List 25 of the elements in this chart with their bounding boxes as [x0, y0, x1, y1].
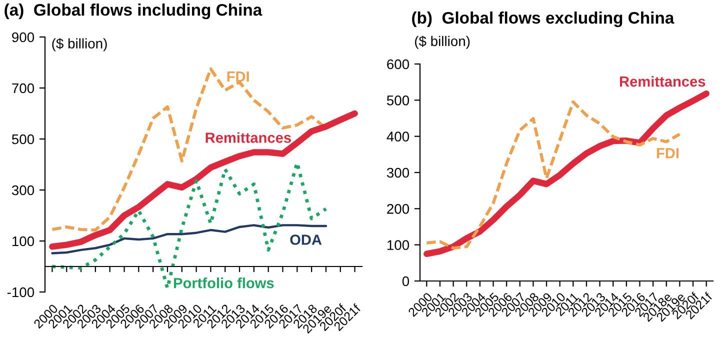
series-label: ODA: [290, 234, 322, 245]
y-tick-label: 500: [12, 134, 34, 144]
series-label: Remittances: [206, 132, 291, 143]
series-label: Portfolio flows: [174, 278, 274, 288]
y-tick-label: 900: [12, 32, 34, 42]
y-tick-label: 700: [12, 83, 34, 94]
y-tick-label: -100: [7, 287, 34, 298]
y-tick-label: 200: [387, 204, 410, 214]
y-tick-label: 300: [12, 185, 34, 196]
y-tick-label: 100: [12, 236, 34, 246]
y-tick-label: 300: [386, 168, 410, 178]
chart-title: (a) Global flows including China: [4, 4, 262, 20]
y-tick-label: 0: [402, 276, 410, 286]
y-tick-label: 500: [386, 96, 410, 106]
y-axis-title: ($ billion): [415, 36, 470, 49]
series-label: FDI: [227, 72, 249, 82]
series-label: FDI: [656, 148, 678, 158]
line-series: [51, 224, 328, 254]
y-tick-label: 100: [387, 240, 410, 250]
y-tick-label: 400: [386, 132, 410, 142]
y-axis-title: ($ billion): [52, 38, 107, 52]
chart-title: (b) Global flows excluding China: [412, 12, 674, 28]
y-tick-label: 600: [387, 59, 410, 70]
series-label: Remittances: [620, 76, 706, 87]
line-series: [425, 100, 682, 250]
